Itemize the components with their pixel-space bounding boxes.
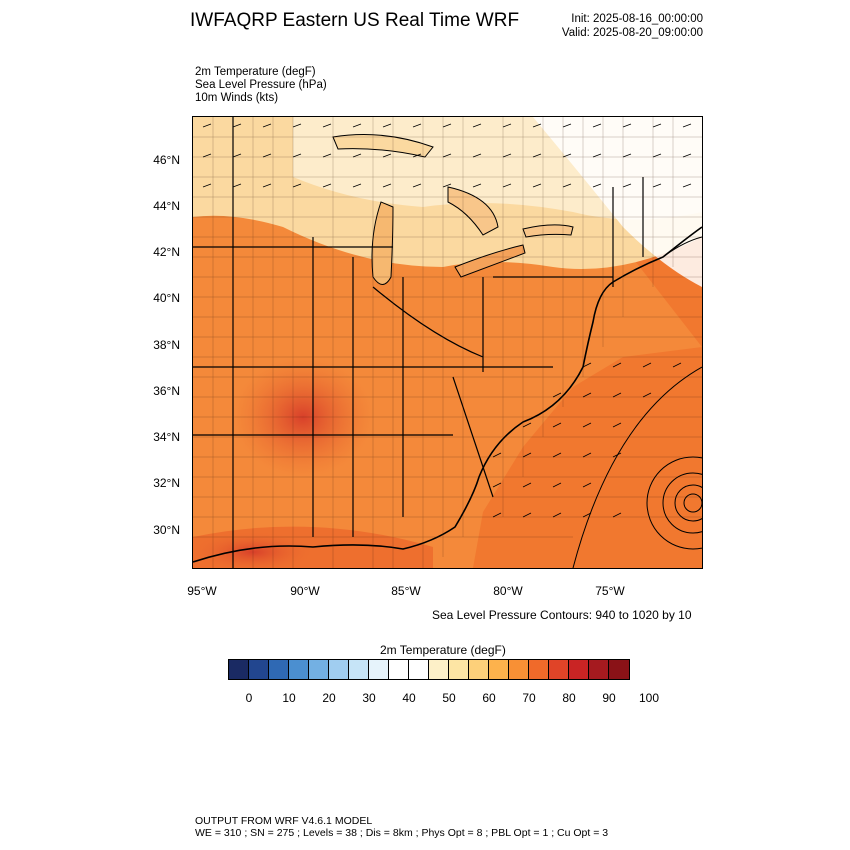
colorbar-title: 2m Temperature (degF)	[380, 643, 506, 657]
colorbar-tick-label: 70	[522, 691, 536, 705]
lon-label-75: 75°W	[595, 584, 625, 598]
lake-huron	[447, 186, 499, 236]
colorbar-swatch	[449, 660, 469, 679]
lat-label-42: 42°N	[153, 245, 180, 259]
colorbar-swatch	[529, 660, 549, 679]
colorbar-swatch	[429, 660, 449, 679]
colorbar-swatch	[369, 660, 389, 679]
wind-barbs	[202, 123, 692, 518]
colorbar-swatch	[509, 660, 529, 679]
valid-time: Valid: 2025-08-20_09:00:00	[561, 27, 703, 39]
lon-label-95: 95°W	[187, 584, 217, 598]
colorbar-tick-label: 50	[442, 691, 456, 705]
colorbar-tick-label: 40	[402, 691, 416, 705]
colorbar-tick-label: 0	[245, 691, 253, 705]
colorbar-swatch	[229, 660, 249, 679]
new-england-cool	[533, 117, 702, 287]
field-label-temperature: 2m Temperature (degF)	[195, 66, 316, 78]
colorbar-swatch	[389, 660, 409, 679]
colorbar-tick-label: 60	[482, 691, 496, 705]
map-panel[interactable]	[192, 116, 703, 569]
lat-label-44: 44°N	[153, 199, 180, 213]
lat-label-36: 36°N	[153, 384, 180, 398]
colorbar-swatch	[409, 660, 429, 679]
colorbar-swatch	[269, 660, 289, 679]
colorbar-swatch	[249, 660, 269, 679]
lat-label-30: 30°N	[153, 523, 180, 537]
colorbar-tick-label: 100	[638, 691, 660, 705]
temperature-colorbar	[228, 659, 630, 680]
colorbar-tick-label: 20	[322, 691, 336, 705]
footer-config: WE = 310 ; SN = 275 ; Levels = 38 ; Dis …	[195, 827, 609, 839]
contour-note: Sea Level Pressure Contours: 940 to 1020…	[432, 608, 692, 622]
colorbar-swatch	[329, 660, 349, 679]
colorbar-swatch	[289, 660, 309, 679]
colorbar-swatch	[349, 660, 369, 679]
colorbar-swatch	[589, 660, 609, 679]
lake-ontario	[522, 224, 574, 238]
colorbar-swatch	[569, 660, 589, 679]
colorbar-swatch	[489, 660, 509, 679]
colorbar-tick-label: 30	[362, 691, 376, 705]
county-borders	[193, 117, 702, 568]
field-label-pressure: Sea Level Pressure (hPa)	[195, 79, 327, 91]
coastline	[193, 226, 702, 563]
colorbar-tick-label: 80	[562, 691, 576, 705]
init-time: Init: 2025-08-16_00:00:00	[571, 13, 703, 25]
colorbar-swatch	[309, 660, 329, 679]
lat-label-32: 32°N	[153, 476, 180, 490]
lon-label-90: 90°W	[290, 584, 320, 598]
lat-label-40: 40°N	[153, 291, 180, 305]
temperature-map	[193, 117, 702, 568]
lon-label-80: 80°W	[493, 584, 523, 598]
lat-label-46: 46°N	[153, 153, 180, 167]
lake-superior	[332, 134, 434, 158]
colorbar-swatch	[549, 660, 569, 679]
footer-model: OUTPUT FROM WRF V4.6.1 MODEL	[195, 815, 373, 827]
lake-erie	[454, 244, 526, 278]
lat-label-38: 38°N	[153, 338, 180, 352]
pressure-contours	[572, 236, 702, 568]
map-title: IWFAQRP Eastern US Real Time WRF	[190, 10, 520, 31]
colorbar-swatch	[469, 660, 489, 679]
field-label-winds: 10m Winds (kts)	[195, 92, 279, 104]
lon-label-85: 85°W	[391, 584, 421, 598]
colorbar-tick-label: 90	[602, 691, 616, 705]
colorbar-swatch	[609, 660, 629, 679]
colorbar-tick-label: 10	[282, 691, 296, 705]
lat-label-34: 34°N	[153, 430, 180, 444]
